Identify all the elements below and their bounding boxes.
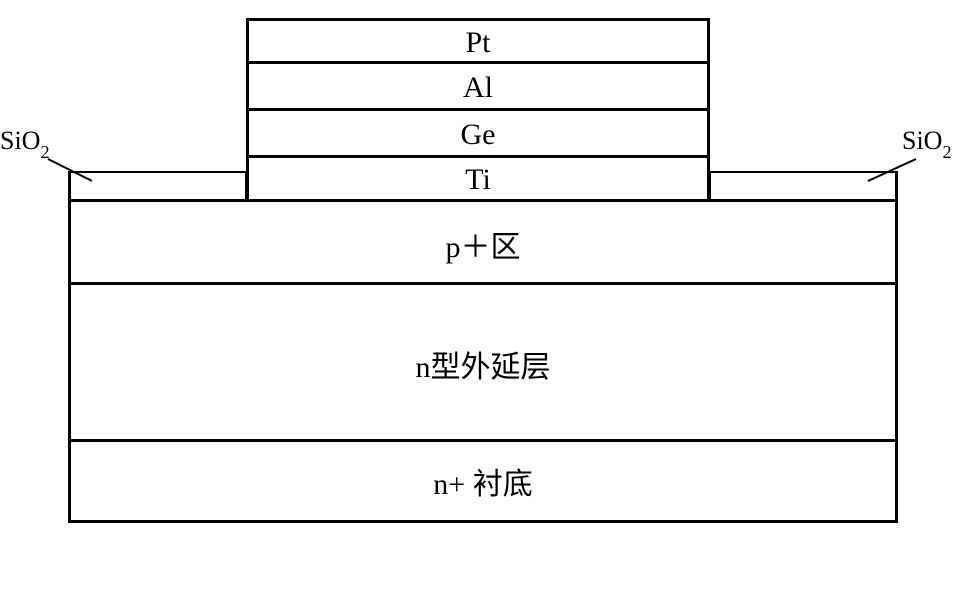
layer-label-ti: Ti bbox=[465, 163, 491, 197]
layer-label-ge: Ge bbox=[461, 118, 496, 152]
layer-label-al: Al bbox=[463, 71, 493, 105]
layer-label-p-plus: p＋区 bbox=[446, 222, 521, 266]
layer-label-n-sub: n+ 衬底 bbox=[433, 459, 532, 503]
layer-n-sub: n+ 衬底 bbox=[68, 439, 898, 523]
layer-ti: Ti bbox=[246, 155, 710, 202]
layer-ge: Ge bbox=[246, 108, 710, 158]
layer-p-plus: p＋区 bbox=[68, 199, 898, 285]
sio2-label-right: SiO2 bbox=[902, 126, 952, 160]
layer-label-n-epi: n型外延层 bbox=[416, 342, 551, 386]
layer-label-pt: Pt bbox=[465, 26, 490, 60]
layer-n-epi: n型外延层 bbox=[68, 282, 898, 442]
layer-sio2-left bbox=[68, 171, 248, 202]
layer-pt: Pt bbox=[246, 18, 710, 64]
layer-sio2-right bbox=[708, 171, 898, 202]
sio2-label-left: SiO2 bbox=[0, 126, 50, 160]
layer-al: Al bbox=[246, 61, 710, 111]
